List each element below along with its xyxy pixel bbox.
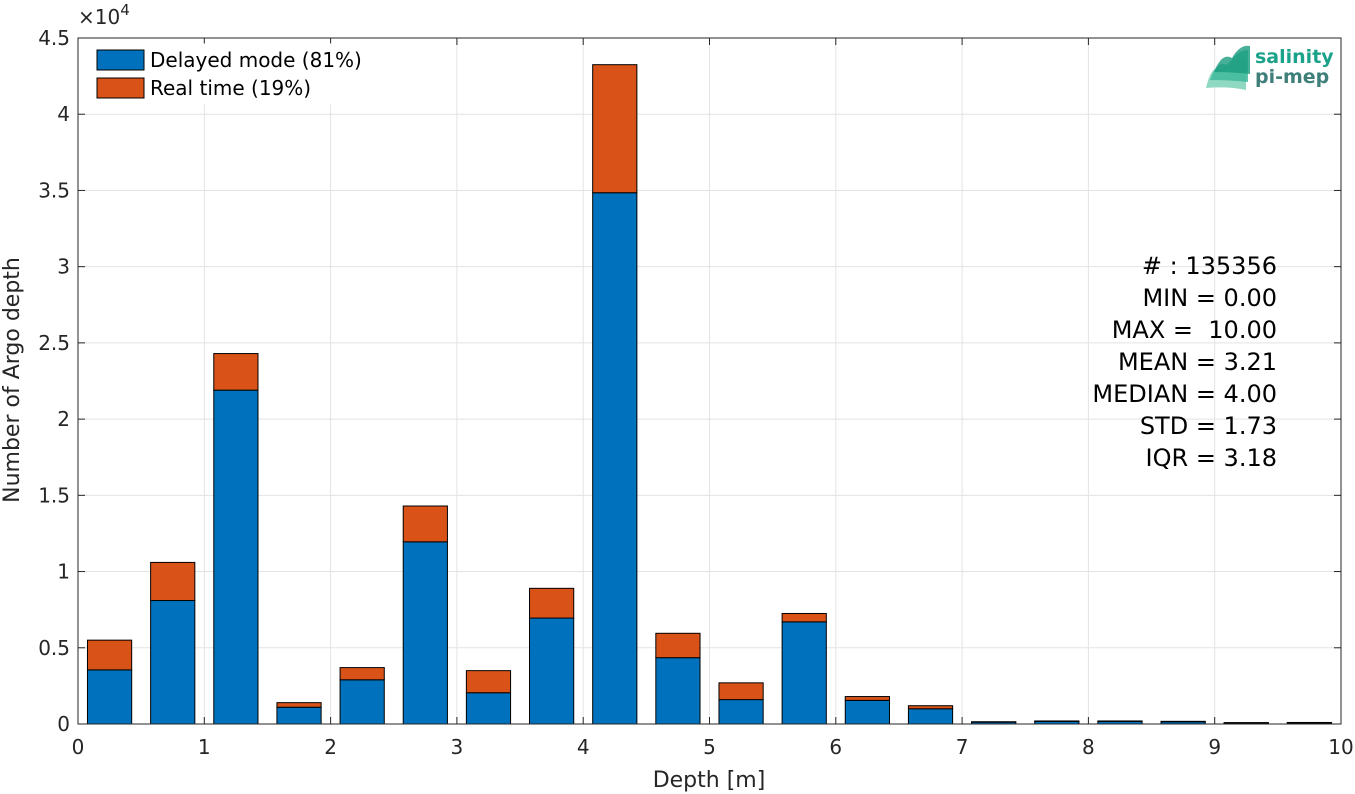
x-tick-label: 5 [703,735,716,759]
stat-line: MEDIAN = 4.00 [1092,380,1277,408]
stat-line: STD = 1.73 [1140,412,1277,440]
x-tick-label: 7 [956,735,969,759]
statistics-box: # : 135356 MIN = 0.00 MAX = 10.00 MEAN = 3.… [1092,252,1277,472]
bar-delayed-mode [844,699,890,725]
bar-real-time [718,682,764,701]
bar-real-time [1223,722,1269,724]
bar-delayed-mode [781,621,827,725]
bar-real-time [86,639,133,671]
salinity-pi-mep-logo: salinity pi-mep [1206,45,1334,90]
x-tick-label: 10 [1328,735,1353,759]
bar-real-time [402,505,448,543]
y-axis-exponent: ×104 [78,1,130,29]
bar-real-time [1286,721,1333,724]
stat-line: # : 135356 [1142,252,1277,280]
y-tick-label: 4 [57,102,70,126]
bar-real-time [781,612,827,623]
x-tick-label: 1 [198,735,211,759]
y-axis-label: Number of Argo depth [0,257,25,503]
bar-delayed-mode [339,679,385,725]
x-tick-label: 2 [324,735,337,759]
legend-swatch-delayed-mode [96,49,145,71]
logo-text-salinity: salinity [1255,46,1334,68]
legend-swatch-real-time [96,77,145,99]
bar-delayed-mode [529,617,575,725]
bar-real-time [592,64,638,194]
y-tick-label: 0 [57,712,70,736]
y-tick-label: 4.5 [38,26,70,50]
bar-real-time [1097,720,1143,722]
bar-delayed-mode [402,541,448,725]
bar-real-time [276,702,322,708]
legend: Delayed mode (81%) Real time (19%) [89,43,387,105]
x-tick-label: 3 [451,735,464,759]
stat-line: IQR = 3.18 [1146,444,1277,472]
y-tick-label: 1.5 [38,483,70,507]
bar-delayed-mode [655,657,701,725]
bar-real-time [907,705,954,710]
bar-real-time [655,632,701,659]
bar-real-time [465,670,512,694]
stat-line: MAX = 10.00 [1112,316,1277,344]
bar-real-time [213,353,259,391]
x-tick-label: 9 [1208,735,1221,759]
legend-label-real-time: Real time (19%) [150,76,311,100]
stat-line: MEAN = 3.21 [1118,348,1277,376]
x-tick-label: 4 [577,735,590,759]
y-tick-label: 1 [57,560,70,584]
bar-real-time [529,587,575,619]
bar-real-time [339,667,385,681]
ticks-layer: 0 1 2 3 4 5 6 7 8 9 10 0 0.5 1 1.5 2 2.5 3 3.5 4 4.5 [38,26,1354,759]
bar-real-time [1034,720,1080,722]
bar-delayed-mode [150,600,196,725]
x-tick-label: 8 [1082,735,1095,759]
y-tick-label: 3 [57,255,70,279]
x-tick-label: 0 [72,735,85,759]
y-tick-label: 3.5 [38,178,70,202]
logo-text-pi-mep: pi-mep [1255,66,1329,88]
bar-delayed-mode [592,192,638,725]
wave-logo-icon [1206,45,1250,90]
y-tick-label: 2.5 [38,331,70,355]
bar-delayed-mode [86,669,133,725]
bar-delayed-mode [718,699,764,725]
bar-delayed-mode [907,708,954,725]
bar-real-time [1160,720,1206,723]
bar-real-time [844,696,890,701]
grid-lines [78,38,1341,724]
x-axis-label: Depth [m] [653,768,766,793]
legend-label-delayed-mode: Delayed mode (81%) [150,48,362,72]
bar-delayed-mode [213,389,259,725]
bar-delayed-mode [465,692,512,725]
stat-line: MIN = 0.00 [1142,284,1277,312]
x-tick-label: 6 [829,735,842,759]
bar-real-time [971,721,1017,723]
bar-delayed-mode [276,706,322,725]
bar-real-time [150,561,196,602]
y-tick-label: 2 [57,407,70,431]
y-tick-label: 0.5 [38,636,70,660]
